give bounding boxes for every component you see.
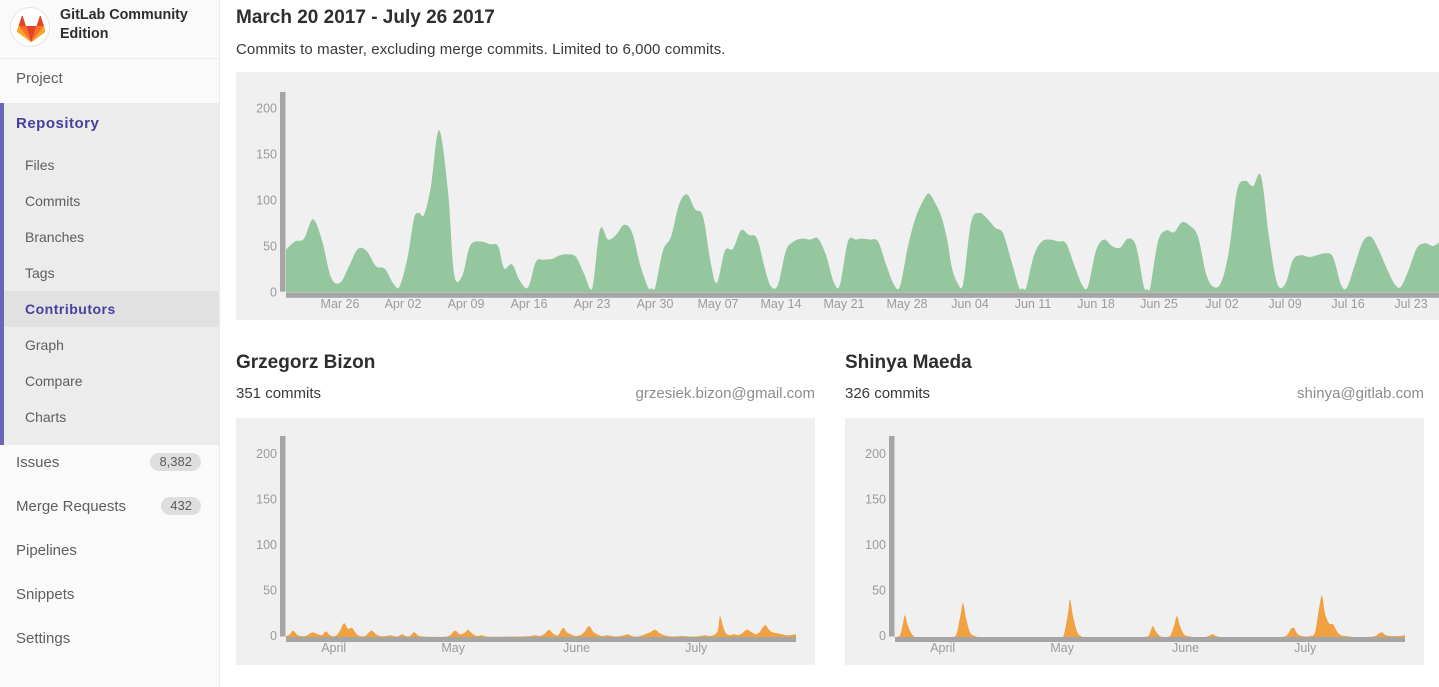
- svg-text:Apr 23: Apr 23: [574, 297, 611, 311]
- svg-text:150: 150: [256, 148, 277, 162]
- svg-text:June: June: [1172, 641, 1199, 655]
- svg-text:May 07: May 07: [698, 297, 739, 311]
- svg-text:May 14: May 14: [761, 297, 802, 311]
- svg-text:Apr 16: Apr 16: [511, 297, 548, 311]
- svg-text:July: July: [685, 641, 708, 655]
- svg-text:May: May: [1050, 641, 1074, 655]
- svg-text:Jun 25: Jun 25: [1140, 297, 1178, 311]
- svg-text:100: 100: [256, 538, 277, 552]
- svg-text:Jun 11: Jun 11: [1015, 297, 1052, 311]
- svg-text:0: 0: [879, 629, 886, 643]
- svg-text:100: 100: [865, 538, 886, 552]
- svg-text:200: 200: [256, 102, 277, 116]
- svg-text:July: July: [1294, 641, 1317, 655]
- svg-text:Jul 23: Jul 23: [1394, 297, 1427, 311]
- svg-text:May 21: May 21: [824, 297, 865, 311]
- svg-text:May: May: [441, 641, 465, 655]
- svg-text:May 28: May 28: [887, 297, 928, 311]
- svg-text:Apr 09: Apr 09: [448, 297, 485, 311]
- svg-text:0: 0: [270, 286, 277, 300]
- svg-text:150: 150: [256, 492, 277, 506]
- svg-text:Apr 02: Apr 02: [385, 297, 422, 311]
- svg-text:Jun 18: Jun 18: [1077, 297, 1115, 311]
- svg-text:100: 100: [256, 194, 277, 208]
- svg-text:200: 200: [865, 447, 886, 461]
- svg-text:200: 200: [256, 447, 277, 461]
- svg-text:50: 50: [872, 583, 886, 597]
- svg-text:50: 50: [263, 240, 277, 254]
- svg-text:Jun 04: Jun 04: [951, 297, 989, 311]
- svg-text:April: April: [321, 641, 346, 655]
- svg-text:Jul 02: Jul 02: [1205, 297, 1238, 311]
- svg-text:June: June: [563, 641, 590, 655]
- svg-text:Jul 16: Jul 16: [1331, 297, 1364, 311]
- svg-text:Apr 30: Apr 30: [637, 297, 674, 311]
- svg-text:Jul 09: Jul 09: [1268, 297, 1301, 311]
- svg-text:0: 0: [270, 629, 277, 643]
- svg-text:Mar 26: Mar 26: [321, 297, 360, 311]
- svg-text:150: 150: [865, 492, 886, 506]
- svg-text:April: April: [930, 641, 955, 655]
- svg-text:50: 50: [263, 583, 277, 597]
